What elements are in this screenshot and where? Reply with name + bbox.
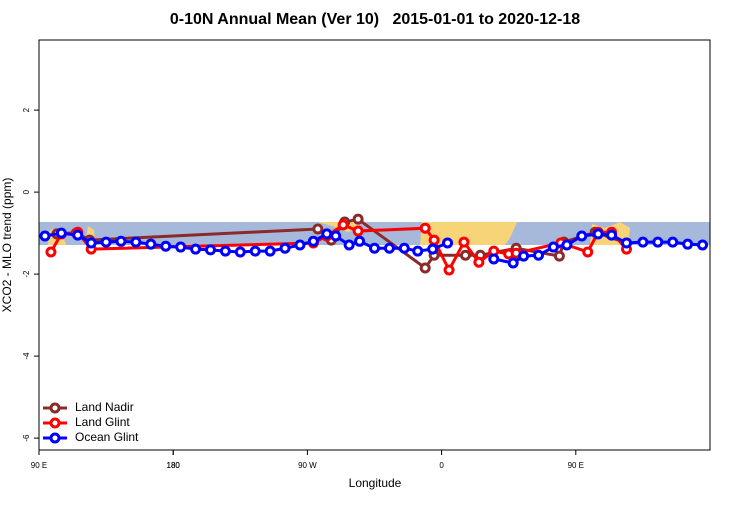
data-point bbox=[45, 246, 57, 258]
data-point bbox=[352, 213, 364, 225]
data-point bbox=[130, 236, 142, 248]
data-point bbox=[234, 246, 246, 258]
data-point bbox=[582, 246, 594, 258]
legend-label: Ocean Glint bbox=[75, 430, 139, 444]
data-point bbox=[652, 236, 664, 248]
data-point bbox=[279, 242, 291, 254]
x-tick-label: 90 E bbox=[31, 461, 47, 470]
data-point bbox=[667, 236, 679, 248]
data-point bbox=[427, 243, 439, 255]
plot-frame bbox=[38, 39, 711, 451]
x-tick-label: 90 E bbox=[568, 461, 584, 470]
data-point bbox=[459, 249, 471, 261]
data-point bbox=[160, 240, 172, 252]
data-point bbox=[443, 264, 455, 276]
data-point bbox=[637, 236, 649, 248]
chart-title: 0-10N Annual Mean (Ver 10) 2015-01-01 to… bbox=[170, 11, 580, 28]
data-point bbox=[383, 242, 395, 254]
data-point bbox=[307, 235, 319, 247]
data-point bbox=[337, 219, 349, 231]
series-line bbox=[56, 217, 627, 271]
x-tick-label: 180 bbox=[167, 461, 181, 470]
data-point bbox=[264, 245, 276, 257]
data-point bbox=[175, 241, 187, 253]
data-point bbox=[620, 237, 632, 249]
y-tick-label: 0 bbox=[22, 189, 31, 194]
map-strip bbox=[39, 222, 710, 245]
data-point bbox=[553, 250, 565, 262]
data-point bbox=[412, 245, 424, 257]
data-point bbox=[352, 225, 364, 237]
legend-marker bbox=[49, 417, 61, 429]
data-point bbox=[442, 237, 454, 249]
data-point bbox=[533, 249, 545, 261]
data-point bbox=[576, 230, 588, 242]
x-tick-label: 0 bbox=[439, 461, 444, 470]
data-point bbox=[204, 244, 216, 256]
data-point bbox=[330, 230, 342, 242]
data-point bbox=[606, 229, 618, 241]
data-point bbox=[100, 236, 112, 248]
data-point bbox=[354, 235, 366, 247]
data-point bbox=[697, 239, 709, 251]
data-point bbox=[547, 241, 559, 253]
legend-label: Land Glint bbox=[75, 415, 130, 429]
legend-marker bbox=[49, 402, 61, 414]
data-point bbox=[55, 227, 67, 239]
data-point bbox=[518, 250, 530, 262]
data-point bbox=[458, 236, 470, 248]
x-tick-label: 180 bbox=[167, 461, 181, 470]
data-point bbox=[473, 256, 485, 268]
data-point bbox=[419, 262, 431, 274]
y-tick-label: -6 bbox=[22, 434, 31, 442]
data-point bbox=[115, 235, 127, 247]
data-point bbox=[682, 238, 694, 250]
y-tick-label: -4 bbox=[22, 352, 31, 360]
data-point bbox=[369, 242, 380, 254]
y-tick-label: -2 bbox=[22, 270, 31, 278]
y-axis-label: XCO2 - MLO trend (ppm) bbox=[0, 178, 14, 313]
data-point bbox=[592, 228, 604, 240]
data-point bbox=[249, 245, 261, 257]
data-point bbox=[294, 239, 306, 251]
data-point bbox=[72, 229, 84, 241]
data-point bbox=[343, 239, 355, 251]
data-point bbox=[145, 238, 157, 250]
data-point bbox=[428, 234, 440, 246]
data-point bbox=[561, 239, 573, 251]
y-tick-label: 2 bbox=[22, 107, 31, 112]
legend-label: Land Nadir bbox=[75, 400, 134, 414]
x-tick-label: 90 W bbox=[298, 461, 317, 470]
legend-marker bbox=[49, 432, 61, 444]
x-axis-label: Longitude bbox=[349, 476, 402, 490]
data-point bbox=[507, 257, 519, 269]
data-point bbox=[488, 253, 500, 265]
data-point bbox=[312, 223, 324, 235]
data-point bbox=[85, 237, 97, 249]
data-point bbox=[190, 243, 202, 255]
data-point bbox=[398, 242, 410, 254]
data-point bbox=[39, 230, 51, 242]
data-point bbox=[219, 245, 231, 257]
data-point bbox=[419, 222, 431, 234]
data-point bbox=[321, 228, 333, 240]
